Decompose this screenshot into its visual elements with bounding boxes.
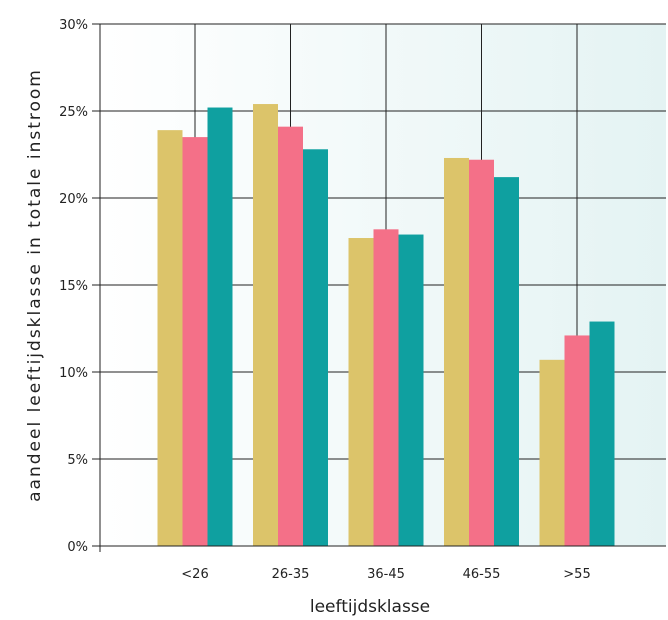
- bar: [444, 157, 469, 547]
- bar: [373, 229, 399, 546]
- bar: [278, 126, 303, 546]
- y-tick-label: 5%: [67, 453, 88, 468]
- bar: [157, 130, 183, 546]
- bar: [589, 321, 615, 546]
- bar: [539, 359, 565, 546]
- bar: [303, 149, 328, 546]
- bar: [564, 335, 590, 546]
- bar: [253, 104, 278, 546]
- y-tick-label: 10%: [59, 366, 88, 381]
- bar: [494, 177, 519, 546]
- bar: [348, 238, 374, 546]
- bar: [398, 234, 424, 547]
- x-tick-label: 26-35: [272, 567, 310, 582]
- bars: [157, 104, 615, 547]
- x-tick-label: 46-55: [463, 567, 501, 582]
- x-tick-label: >55: [563, 567, 590, 582]
- x-tick-labels: <26 26-35 36-45 46-55 >55: [181, 567, 590, 582]
- bar: [182, 137, 208, 546]
- y-tick-label: 20%: [59, 192, 88, 207]
- x-tick-label: <26: [181, 567, 208, 582]
- y-tick-label: 30%: [59, 18, 88, 33]
- x-tick-label: 36-45: [367, 567, 405, 582]
- axes: [92, 24, 666, 552]
- y-axis-title: aandeel leeftijdsklasse in totale instro…: [25, 68, 45, 502]
- bar: [207, 107, 233, 547]
- x-axis-title: leeftijdsklasse: [310, 597, 430, 617]
- y-tick-label: 25%: [59, 105, 88, 120]
- bar: [469, 159, 494, 546]
- y-tick-label: 15%: [59, 279, 88, 294]
- y-tick-labels: 0% 5% 10% 15% 20% 25% 30%: [59, 18, 88, 555]
- y-tick-label: 0%: [67, 540, 88, 555]
